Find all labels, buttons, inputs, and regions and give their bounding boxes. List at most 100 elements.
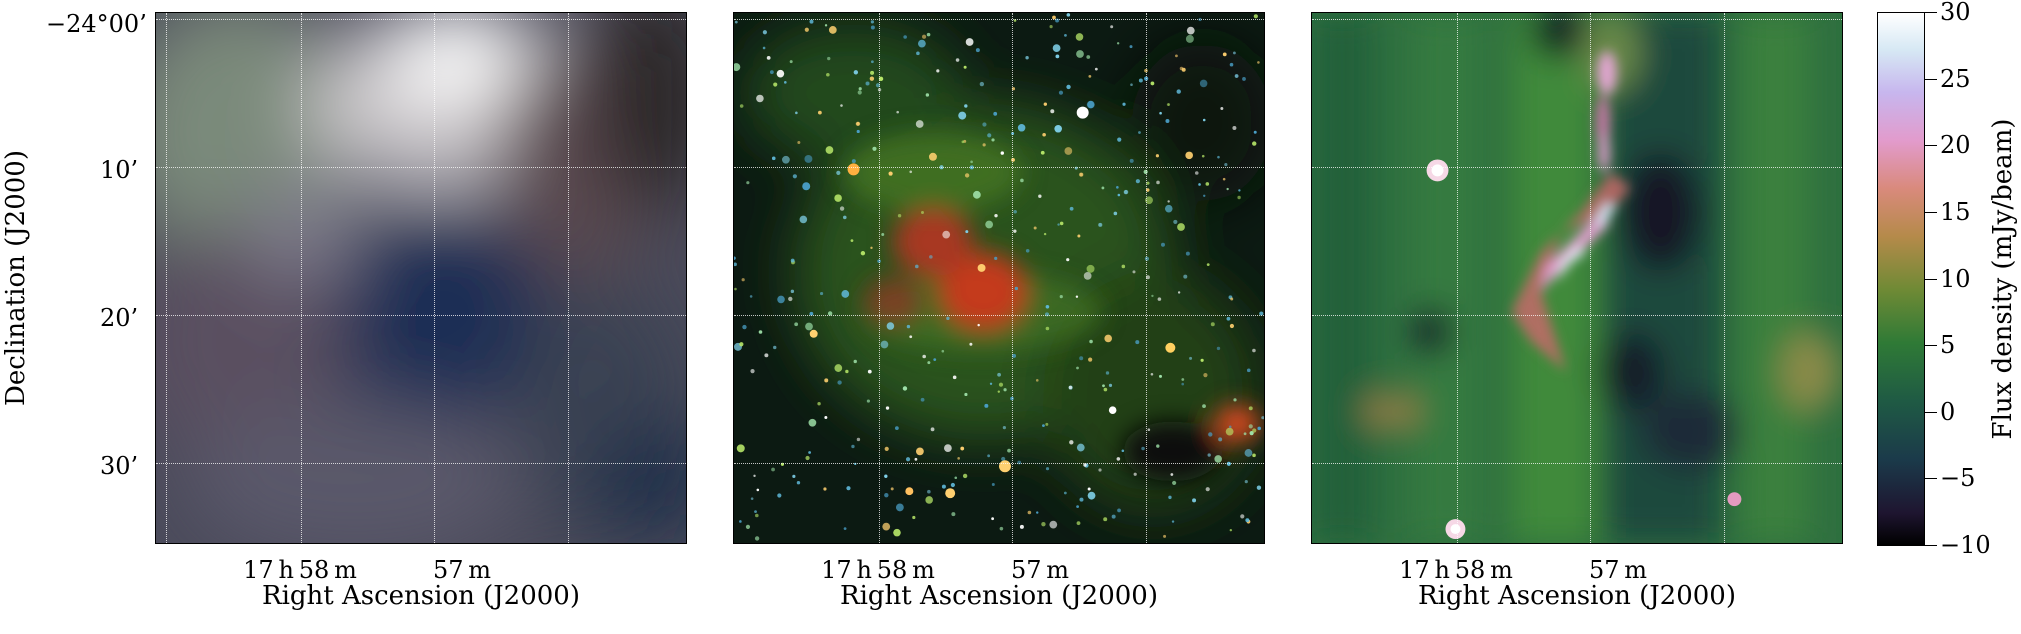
star <box>1083 463 1087 467</box>
star <box>1181 378 1185 381</box>
star <box>1234 74 1239 78</box>
colorbar-tick-label: 10 <box>1940 264 1971 293</box>
star <box>1138 131 1141 134</box>
star <box>941 349 945 353</box>
star <box>977 323 980 327</box>
star <box>964 392 968 397</box>
star <box>1129 158 1134 163</box>
star <box>1132 270 1136 274</box>
star <box>865 81 870 86</box>
star <box>994 256 998 260</box>
star <box>1165 119 1170 123</box>
star <box>1117 137 1122 142</box>
star <box>1088 74 1092 78</box>
star <box>837 380 842 385</box>
star <box>1036 511 1039 514</box>
star <box>963 65 967 69</box>
x-tick-label: 17 h 58 m <box>243 556 357 584</box>
star <box>790 258 795 263</box>
x-axis-label-left: Right Ascension (J2000) <box>261 581 581 611</box>
colorbar-tick-label: −5 <box>1940 464 1976 493</box>
star <box>886 322 895 330</box>
star <box>841 290 850 298</box>
star <box>741 278 745 282</box>
star <box>1141 446 1145 451</box>
star <box>1244 480 1248 484</box>
star <box>920 210 924 214</box>
star <box>1202 118 1206 122</box>
grid-line <box>1312 19 1842 20</box>
star <box>805 455 810 461</box>
star <box>926 32 931 37</box>
star <box>962 473 968 479</box>
x-axis-label-middle: Right Ascension (J2000) <box>839 581 1159 611</box>
star <box>870 246 873 250</box>
star <box>964 173 970 178</box>
star <box>1110 25 1114 29</box>
star <box>1218 437 1223 442</box>
star <box>1230 297 1234 301</box>
star <box>857 90 862 95</box>
star <box>916 51 920 56</box>
star <box>1045 467 1050 471</box>
star <box>1076 50 1084 58</box>
star <box>739 520 742 523</box>
star <box>773 82 778 87</box>
star <box>1252 141 1257 146</box>
star <box>1252 453 1256 458</box>
star <box>1079 497 1084 502</box>
grid-line <box>734 167 1264 168</box>
star <box>853 70 859 75</box>
y-tick-label: −24°00’ <box>46 10 147 38</box>
star <box>1086 264 1095 273</box>
star <box>805 322 813 331</box>
star <box>885 406 890 410</box>
star <box>1155 154 1159 158</box>
star <box>930 427 935 432</box>
star <box>1168 495 1172 500</box>
star <box>853 359 857 364</box>
star <box>1170 473 1174 476</box>
star <box>734 262 737 267</box>
star <box>1202 404 1206 409</box>
grid-line <box>434 13 435 543</box>
star <box>1181 67 1186 72</box>
star <box>925 496 933 504</box>
star <box>1150 372 1154 376</box>
star <box>882 522 891 531</box>
star <box>1157 297 1162 301</box>
star <box>1012 353 1017 358</box>
star <box>870 70 875 75</box>
star <box>880 340 889 349</box>
star <box>1203 194 1206 198</box>
star <box>903 35 907 39</box>
star <box>1207 453 1211 457</box>
grid-line <box>734 463 1264 464</box>
star <box>1177 223 1185 231</box>
grid-line <box>156 463 686 464</box>
star <box>804 27 809 32</box>
star <box>905 457 911 462</box>
star <box>795 111 798 115</box>
star <box>1094 67 1098 71</box>
star <box>734 20 738 24</box>
star <box>870 60 874 64</box>
star <box>1244 449 1253 457</box>
star <box>991 517 995 521</box>
star <box>1171 520 1175 523</box>
star <box>1181 382 1185 386</box>
star <box>1229 62 1234 67</box>
star <box>1249 431 1254 436</box>
grid-line <box>156 315 686 316</box>
star <box>1079 172 1084 177</box>
star <box>1224 163 1228 167</box>
star <box>1025 249 1030 253</box>
star <box>952 375 957 380</box>
star <box>840 104 843 107</box>
star <box>1220 107 1224 111</box>
star <box>977 263 986 272</box>
star <box>769 70 774 75</box>
star <box>742 324 747 330</box>
star <box>1121 264 1126 269</box>
star <box>771 467 775 472</box>
